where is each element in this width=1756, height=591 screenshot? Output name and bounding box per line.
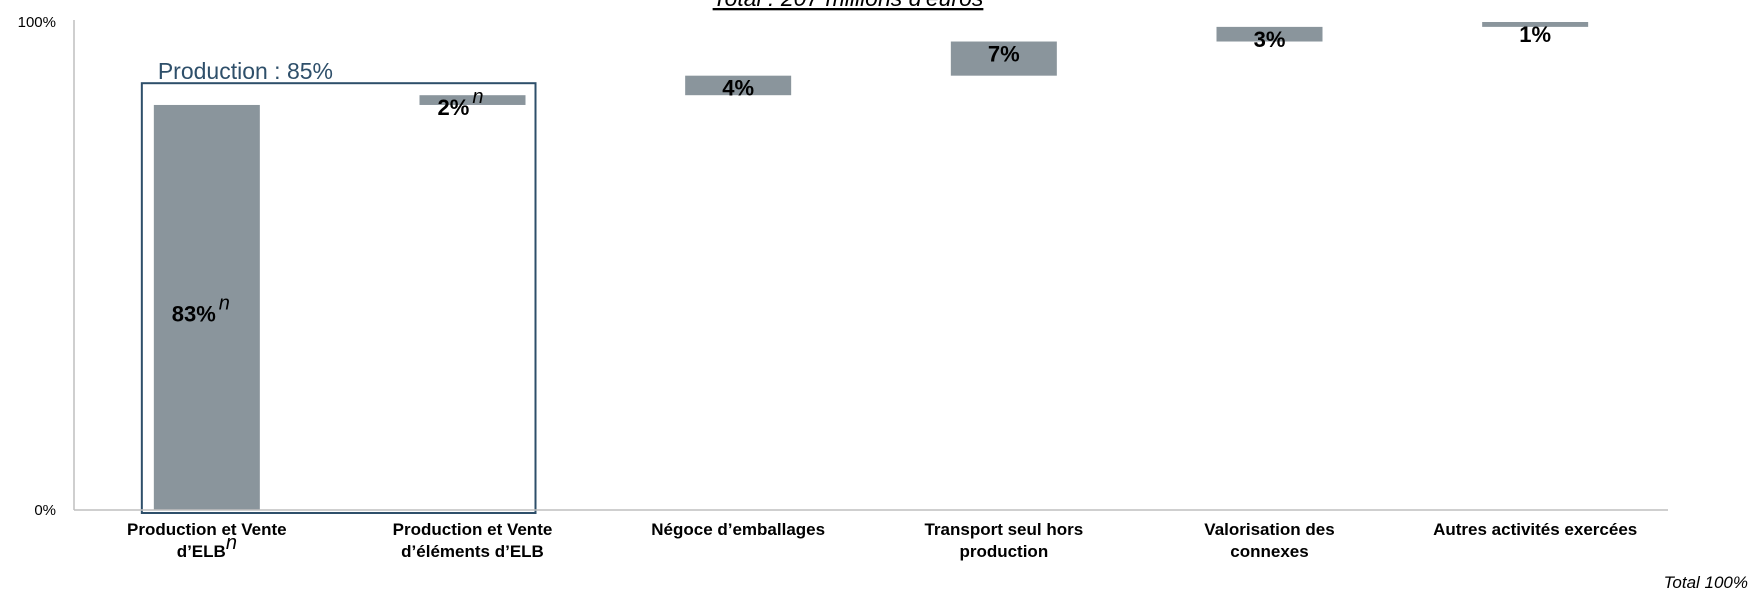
category-label: Transport seul hors <box>924 520 1083 539</box>
bars-layer <box>140 22 1589 514</box>
category-label: Valorisation des <box>1204 520 1334 539</box>
category-label: Production et Vente <box>393 520 553 539</box>
bar <box>685 75 792 96</box>
bar <box>153 104 260 511</box>
bar <box>1482 22 1589 27</box>
category-label: Autres activités exercées <box>1433 520 1637 539</box>
value-label: 7% <box>988 42 1020 67</box>
category-label: production <box>959 542 1048 561</box>
group-label: Production : 85% <box>158 58 333 84</box>
category-label: Négoce d’emballages <box>651 520 825 539</box>
value-label: 3% <box>1254 27 1286 52</box>
bar <box>1216 26 1323 42</box>
category-label: connexes <box>1230 542 1308 561</box>
value-label: 1% <box>1519 22 1551 47</box>
category-label: d’éléments d’ELB <box>401 542 544 561</box>
y-tick-label: 100% <box>18 14 56 31</box>
bar <box>950 41 1057 76</box>
chart-title: Total : 207 millions d'euros <box>713 0 984 11</box>
value-label: 4% <box>722 76 754 101</box>
axes-layer: 0% 100% <box>18 14 1668 519</box>
y-tick-label: 0% <box>34 502 56 519</box>
total-label: Total 100% <box>1664 573 1748 591</box>
category-label: Production et Vente <box>127 520 287 539</box>
group-box <box>140 82 537 514</box>
value-label: 2% n <box>438 86 484 120</box>
bar <box>419 95 526 105</box>
